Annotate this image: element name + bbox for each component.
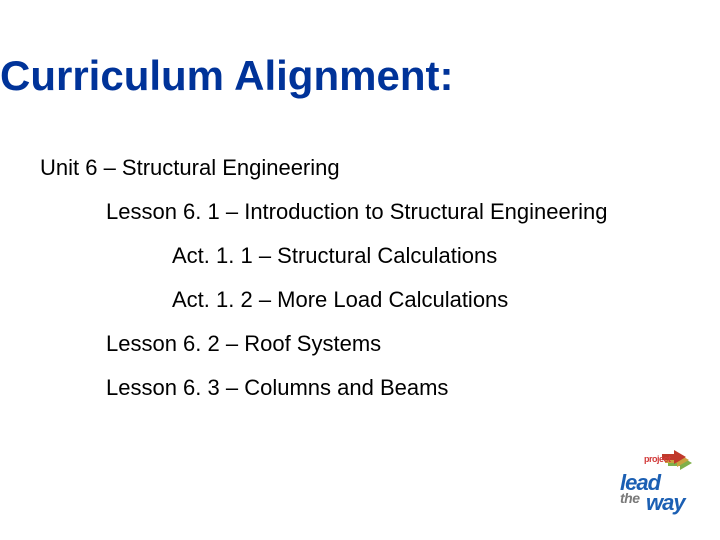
content-area: Unit 6 – Structural Engineering Lesson 6… [40, 155, 680, 419]
outline-line-lesson: Lesson 6. 3 – Columns and Beams [106, 375, 680, 401]
outline-line-lesson: Lesson 6. 1 – Introduction to Structural… [106, 199, 680, 225]
outline-line-unit: Unit 6 – Structural Engineering [40, 155, 680, 181]
outline-line-activity: Act. 1. 2 – More Load Calculations [172, 287, 680, 313]
outline-line-activity: Act. 1. 1 – Structural Calculations [172, 243, 680, 269]
logo-text-way: way [646, 490, 685, 516]
logo-text-the: the [620, 490, 640, 506]
outline-line-lesson: Lesson 6. 2 – Roof Systems [106, 331, 680, 357]
logo-text-project: project [644, 454, 671, 464]
logo: project lead the way [616, 452, 696, 522]
slide: Curriculum Alignment: Unit 6 – Structura… [0, 0, 720, 540]
slide-title: Curriculum Alignment: [0, 52, 453, 100]
